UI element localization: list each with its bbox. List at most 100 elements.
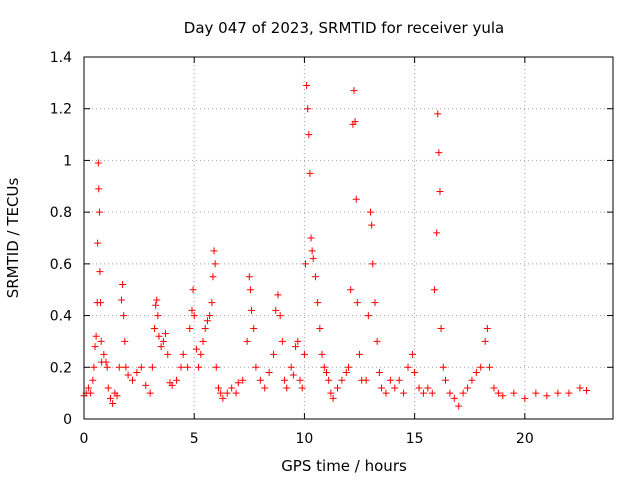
data-point [430,286,438,294]
data-point [298,384,306,392]
data-point [305,131,313,139]
data-point [281,376,289,384]
y-tick-label: 0.2 [50,360,72,376]
data-point [164,350,172,358]
data-points [80,81,591,410]
data-point [95,185,103,193]
data-point [404,363,412,371]
data-point [120,312,128,320]
data-point [455,402,463,410]
data-point [345,363,352,371]
data-point [89,376,97,384]
data-point [243,337,251,345]
data-point [92,332,100,340]
data-point [128,376,136,384]
data-point [186,325,194,332]
data-point [362,376,370,384]
data-point [265,368,273,376]
data-point [137,363,145,371]
data-point [278,337,286,345]
data-point [212,363,220,371]
data-point [252,363,260,371]
data-point [499,392,507,400]
data-point [294,337,302,345]
data-point [115,363,123,371]
data-point [309,255,317,263]
data-point [433,229,441,237]
data-point [382,389,390,397]
data-point [188,306,196,314]
data-point [117,296,125,304]
data-point [391,384,399,392]
y-tick-label: 0.4 [50,309,72,325]
data-point [428,389,436,397]
data-point [97,299,105,307]
data-point [142,381,150,389]
data-point [325,376,333,384]
data-point [199,337,207,345]
data-point [296,376,304,384]
data-point [434,110,442,118]
data-point [411,368,419,376]
data-point [369,260,377,268]
data-point [351,118,359,126]
data-point [477,363,485,371]
data-point [234,379,242,387]
data-point [300,350,308,358]
data-point [184,363,192,371]
data-point [124,371,132,379]
tick-labels: 0 5 10 15 20 0 0.2 0.4 0.6 0.8 1 1.2 1.4 [50,50,534,447]
data-point [96,268,104,276]
data-point [206,312,214,320]
data-point [274,291,282,299]
data-point [250,325,258,332]
data-point [159,337,167,345]
data-point [308,247,316,255]
data-point [333,384,341,392]
plot-frame [83,56,614,420]
data-point [378,384,386,392]
data-point [320,363,328,371]
data-point [272,306,280,314]
x-tick-label: 0 [80,431,89,447]
y-tick-label: 1.2 [50,102,72,118]
data-point [189,286,197,294]
data-point [481,337,489,345]
data-point [521,394,529,402]
data-point [338,376,346,384]
data-point [318,350,326,358]
data-point [356,350,364,358]
data-point [177,363,185,371]
data-point [146,389,154,397]
data-point [494,389,502,397]
data-point [153,296,161,304]
data-point [303,81,311,89]
data-point [94,239,102,247]
data-point [565,389,573,397]
y-tick-label: 0.8 [50,205,72,221]
data-point [119,281,127,289]
data-point [133,368,141,376]
data-point [464,384,472,392]
data-point [436,187,444,195]
data-point [103,363,111,371]
data-point [219,394,227,402]
data-point [190,312,198,320]
data-point [148,363,156,371]
data-point [554,389,562,397]
data-point [304,105,312,113]
data-point [424,384,432,392]
data-point [208,299,216,307]
data-point [289,371,297,379]
data-point [195,363,203,371]
data-point [352,195,360,203]
data-point [439,363,447,371]
y-tick-label: 0.6 [50,257,72,273]
data-point [152,301,160,309]
axis-ticks [83,56,613,420]
data-point [168,381,176,389]
data-point [214,384,222,392]
data-point [400,389,408,397]
data-point [121,337,129,345]
data-point [311,273,319,281]
